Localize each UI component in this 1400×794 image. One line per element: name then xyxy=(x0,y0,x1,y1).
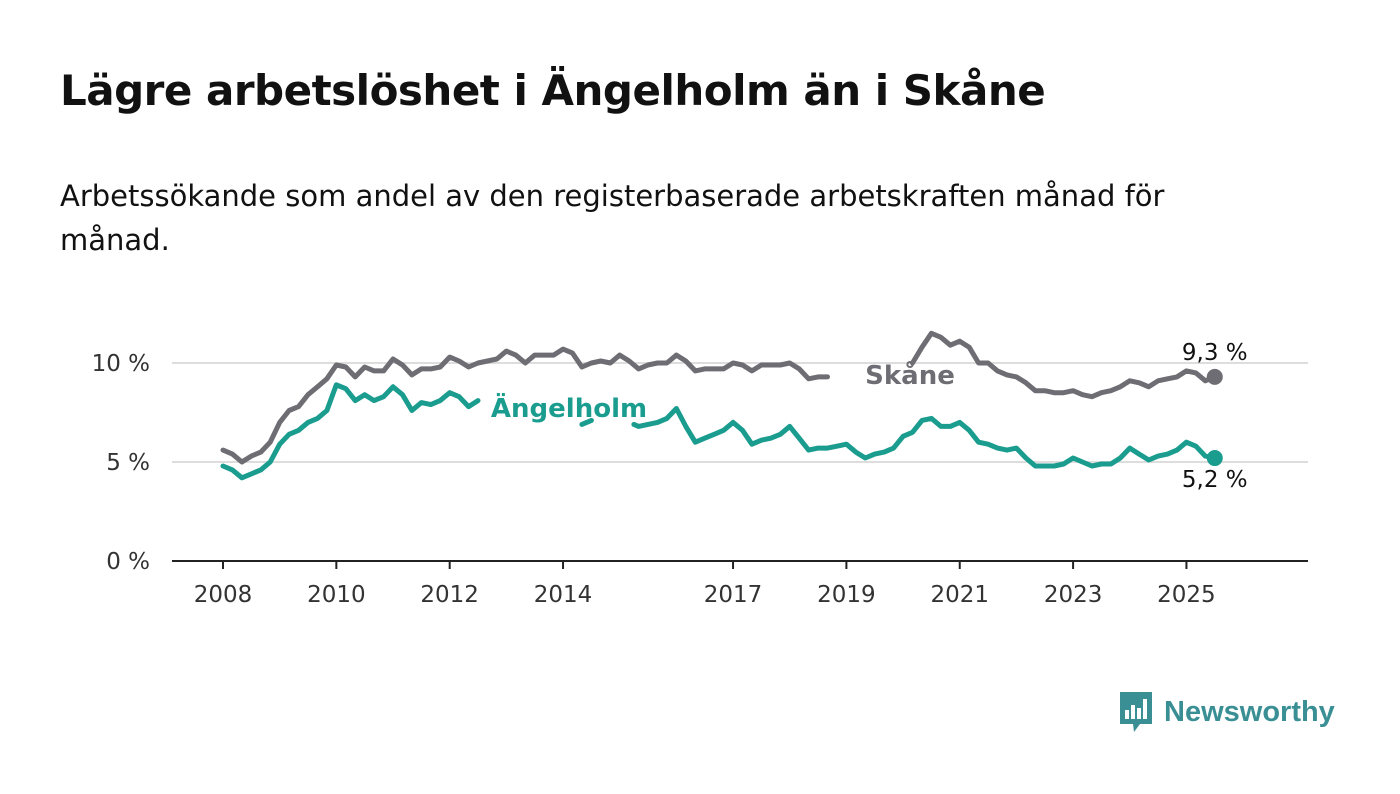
chart-labels: 9,3 % 5,2 % Skåne Ängelholm xyxy=(491,340,1248,493)
axes: 0 % 5 % 10 % 2008 2010 2012 2014 2017 2019 2021 20… xyxy=(92,351,1308,608)
y-tick-label: 5 % xyxy=(106,450,150,476)
newsworthy-logo[interactable]: Newsworthy xyxy=(1118,690,1335,734)
x-tick-label: 2008 xyxy=(194,582,253,608)
x-tick-label: 2012 xyxy=(420,582,479,608)
newsworthy-logo-icon xyxy=(1120,692,1152,732)
y-tick-label: 10 % xyxy=(92,351,150,377)
series-end-point xyxy=(1206,450,1223,467)
x-tick-label: 2019 xyxy=(817,582,876,608)
x-tick-label: 2014 xyxy=(534,582,593,608)
x-tick-label: 2017 xyxy=(704,582,763,608)
gridlines xyxy=(172,362,1308,463)
x-tick-label: 2021 xyxy=(930,582,989,608)
series-name-label: Ängelholm xyxy=(491,392,647,424)
series-line-0 xyxy=(220,330,1218,465)
x-tick-label: 2010 xyxy=(307,582,366,608)
y-tick-label: 0 % xyxy=(106,549,150,575)
series-end-point xyxy=(1206,368,1223,385)
series-line-1 xyxy=(220,382,1218,481)
chart-subtitle: Arbetssökande som andel av den registerb… xyxy=(60,179,1165,257)
series-end-label: 9,3 % xyxy=(1182,340,1248,366)
series-lines xyxy=(220,330,1223,481)
x-tick-label: 2025 xyxy=(1157,582,1216,608)
chart-title: Lägre arbetslöshet i Ängelholm än i Skån… xyxy=(60,66,1046,115)
series-end-label: 5,2 % xyxy=(1182,467,1248,493)
x-tick-label: 2023 xyxy=(1044,582,1103,608)
brand-name: Newsworthy xyxy=(1164,695,1335,728)
series-name-label: Skåne xyxy=(865,359,955,391)
